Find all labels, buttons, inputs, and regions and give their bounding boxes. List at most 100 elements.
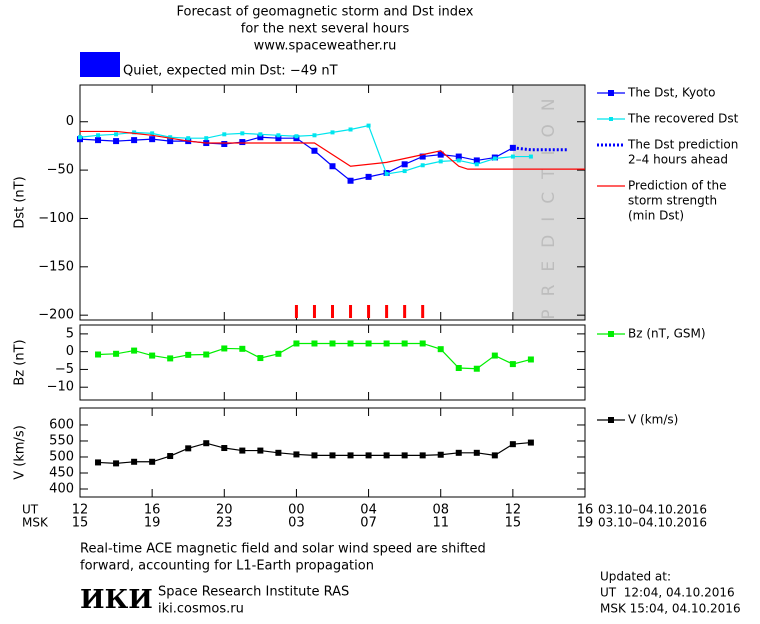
data-point (95, 459, 102, 466)
data-point (401, 340, 408, 347)
data-point (402, 169, 407, 174)
ut-dates: 03.10–04.10.2016 (598, 503, 707, 517)
y-tick-label: 0 (66, 344, 74, 359)
data-point (365, 452, 372, 459)
data-point (257, 134, 264, 141)
legend-label: V (km/s) (628, 413, 678, 427)
data-point (167, 138, 174, 145)
y-tick-label: −200 (38, 308, 74, 323)
data-point (510, 154, 515, 159)
data-point (131, 137, 138, 144)
y-tick-label: −100 (38, 211, 74, 226)
msk-label: MSK (22, 516, 49, 530)
data-point (491, 452, 498, 459)
legend-marker (608, 331, 614, 337)
data-point (366, 123, 371, 128)
title-line: www.spaceweather.ru (254, 39, 397, 54)
x-tick-label-msk: 19 (144, 516, 161, 531)
data-point (78, 135, 82, 140)
data-point (437, 451, 444, 458)
data-point (149, 352, 156, 359)
legend-marker (608, 90, 614, 96)
title-line: Forecast of geomagnetic storm and Dst in… (176, 5, 473, 20)
data-point (95, 137, 102, 144)
data-point (168, 135, 173, 140)
x-tick-label-ut: 04 (360, 503, 377, 518)
legend-label: 2–4 hours ahead (628, 153, 728, 167)
series-line (512, 146, 567, 152)
status-swatch (80, 52, 120, 77)
data-point (347, 340, 354, 347)
y-tick-label: 450 (49, 465, 74, 480)
prediction-label: PREDICTION (539, 85, 559, 319)
y-tick-label: 0 (66, 114, 74, 129)
data-point (131, 347, 138, 354)
data-point (438, 159, 443, 164)
data-point (455, 153, 462, 160)
x-tick-label-msk: 11 (432, 516, 449, 531)
data-point (203, 351, 210, 358)
data-point (149, 458, 156, 465)
data-point (365, 173, 372, 180)
legend-label: The recovered Dst (627, 112, 739, 126)
x-tick-label-msk: 07 (360, 516, 377, 531)
data-point (383, 340, 390, 347)
data-point (347, 452, 354, 459)
y-tick-label: −5 (55, 362, 74, 377)
x-tick-label-msk: 03 (288, 516, 305, 531)
data-point (149, 136, 156, 143)
data-point (185, 351, 192, 358)
legend-label: The Dst prediction (627, 138, 738, 152)
data-point (365, 340, 372, 347)
y-tick-label: 400 (49, 481, 74, 496)
data-point (131, 458, 138, 465)
legend-label: (min Dst) (628, 209, 684, 223)
x-tick-label-msk: 15 (72, 516, 89, 531)
institute: Space Research Institute RAS (158, 585, 349, 600)
data-point (329, 340, 336, 347)
data-point (492, 156, 497, 161)
x-tick-label-ut: 00 (288, 503, 305, 518)
data-point (528, 154, 533, 159)
prediction-region (512, 85, 585, 320)
legend-marker (608, 417, 614, 423)
data-point (311, 147, 318, 154)
x-tick-label-ut: 20 (216, 503, 233, 518)
data-point (329, 163, 336, 170)
data-point (311, 452, 318, 459)
data-point (312, 133, 317, 138)
x-tick-label-msk: 19 (577, 516, 594, 531)
data-point (455, 449, 462, 456)
updated-msk: MSK 15:04, 04.10.2016 (600, 602, 741, 616)
data-point (221, 140, 228, 147)
x-tick-label-ut: 12 (505, 503, 522, 518)
x-tick-label-ut: 16 (144, 503, 161, 518)
data-point (384, 171, 389, 176)
data-point (330, 130, 335, 135)
data-point (527, 439, 534, 446)
data-point (329, 452, 336, 459)
series-line (79, 136, 514, 182)
data-point (474, 162, 479, 167)
ut-label: UT (22, 503, 39, 517)
plot-frame (79, 324, 586, 401)
y-tick-label: −10 (47, 380, 74, 395)
data-point (473, 365, 480, 372)
x-tick-label-ut: 12 (72, 503, 89, 518)
y-tick-label: 5 (66, 326, 74, 341)
data-point (95, 351, 102, 358)
y-tick-label: 500 (49, 449, 74, 464)
data-point (222, 132, 227, 137)
data-point (114, 132, 119, 137)
data-point (258, 132, 263, 137)
data-point (132, 130, 137, 135)
data-point (186, 136, 191, 141)
data-point (240, 131, 245, 136)
series-line (98, 342, 532, 370)
data-point (185, 445, 192, 452)
y-tick-label: 550 (49, 433, 74, 448)
data-point (509, 441, 516, 448)
data-point (150, 131, 155, 136)
x-tick-label-ut: 08 (432, 503, 449, 518)
status-text: Quiet, expected min Dst: −49 nT (123, 64, 338, 79)
